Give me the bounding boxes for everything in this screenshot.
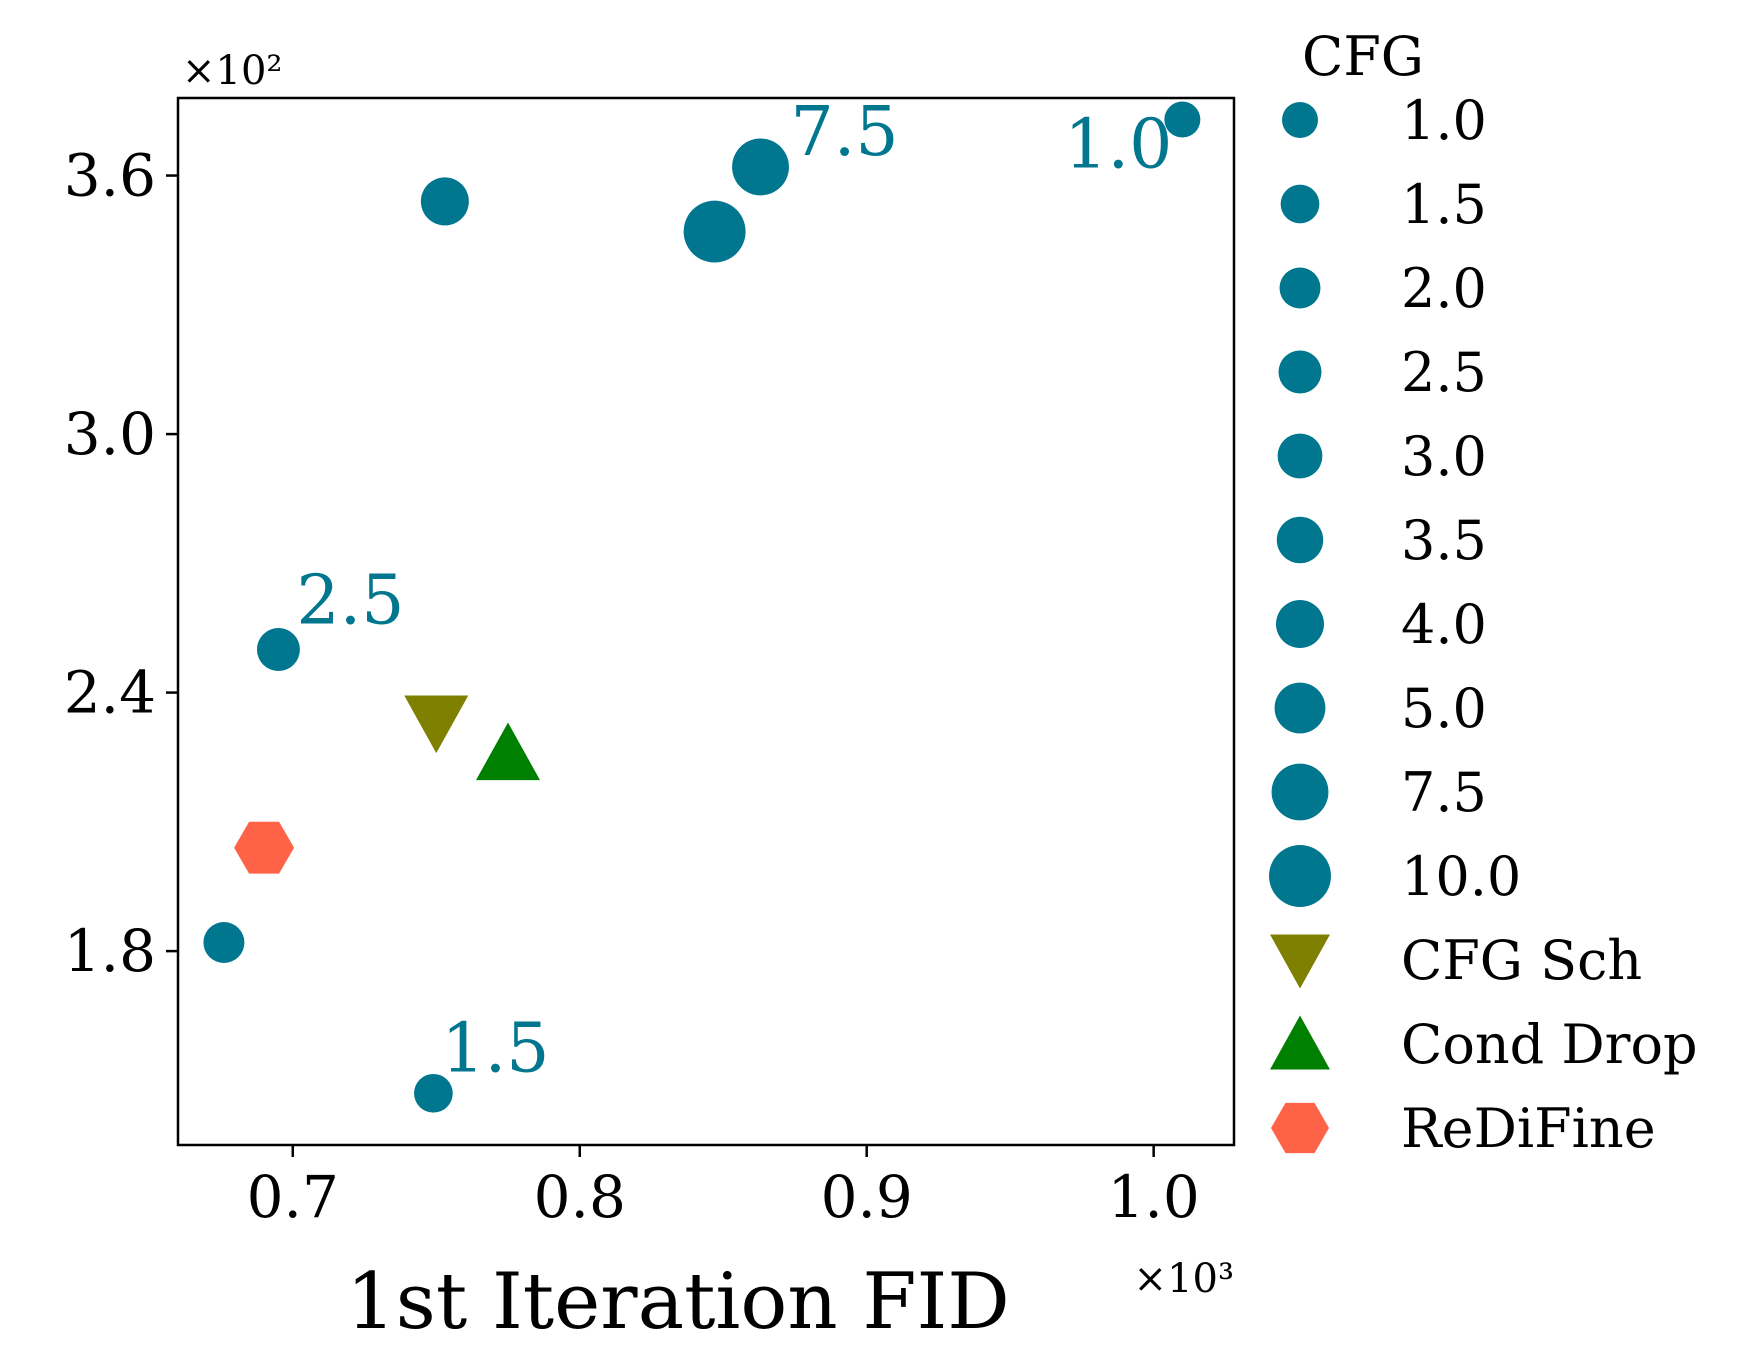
- legend-label: 7.5: [1401, 761, 1487, 824]
- point-annotation: 1.5: [441, 1009, 549, 1088]
- data-point-cfg: [683, 200, 746, 263]
- legend-label: 4.0: [1401, 593, 1487, 656]
- legend-marker: [1279, 267, 1321, 309]
- x-axis-title: 1st Iteration FID: [346, 1257, 1010, 1347]
- x-tick-label: 0.7: [247, 1163, 339, 1231]
- data-point-cfg: [256, 628, 300, 671]
- y-axis-multiplier: ×10²: [182, 48, 282, 94]
- data-point-cfg: [414, 1073, 453, 1113]
- axes: 0.7 0.8 0.9 1.0 1.8 2.4 3.0 3.6 1st Iteration FI…: [64, 48, 1236, 1347]
- legend-label: 1.0: [1401, 89, 1487, 152]
- legend-marker: [1274, 682, 1326, 734]
- legend-marker: [1271, 1102, 1329, 1154]
- plot-frame: [176, 96, 1236, 1147]
- point-annotation: 1.0: [1064, 106, 1172, 185]
- legend-marker: [1280, 184, 1320, 224]
- point-annotation: 7.5: [791, 93, 899, 172]
- legend-marker: [1270, 1015, 1330, 1070]
- legend-label: 5.0: [1401, 677, 1487, 740]
- legend-label: 2.5: [1401, 341, 1487, 404]
- data-point-redifine: [234, 821, 295, 874]
- y-tick-label: 3.6: [64, 142, 156, 210]
- legend-marker: [1277, 433, 1323, 479]
- data-point-cfg-sch: [404, 695, 469, 754]
- y-tick-label: 1.8: [64, 917, 156, 985]
- legend-title: CFG: [1302, 25, 1424, 88]
- x-tick-label: 1.0: [1108, 1163, 1200, 1231]
- data-point-cfg: [203, 922, 245, 963]
- legend-marker: [1271, 763, 1329, 821]
- legend-label: 1.5: [1401, 173, 1487, 236]
- legend-marker: [1269, 845, 1331, 907]
- plot-area: 1.0 1.5 2.5 7.5: [203, 93, 1201, 1113]
- x-axis-multiplier: ×10³: [1134, 1256, 1234, 1302]
- x-tick-label: 0.9: [821, 1163, 913, 1231]
- y-tick-label: 3.0: [64, 400, 156, 468]
- legend-marker: [1278, 350, 1322, 394]
- legend-marker: [1276, 600, 1324, 648]
- data-point-cfg: [732, 138, 789, 196]
- legend-label: 10.0: [1401, 845, 1521, 908]
- x-tick-label: 0.8: [534, 1163, 626, 1231]
- data-point-cfg: [420, 177, 469, 226]
- data-point-cfg: [1164, 101, 1201, 138]
- legend-marker: [1276, 516, 1324, 564]
- legend-marker: [1270, 934, 1330, 989]
- point-annotation: 2.5: [296, 562, 404, 641]
- legend-label: 2.0: [1401, 257, 1487, 320]
- data-point-cond-drop: [476, 722, 540, 781]
- legend-label: Cond Drop: [1401, 1013, 1698, 1076]
- legend-label: 3.0: [1401, 425, 1487, 488]
- legend-marker: [1282, 102, 1318, 138]
- y-tick-label: 2.4: [64, 659, 156, 727]
- legend-label: ReDiFine: [1401, 1097, 1656, 1160]
- legend-label: 3.5: [1401, 509, 1487, 572]
- legend-label: CFG Sch: [1401, 929, 1642, 992]
